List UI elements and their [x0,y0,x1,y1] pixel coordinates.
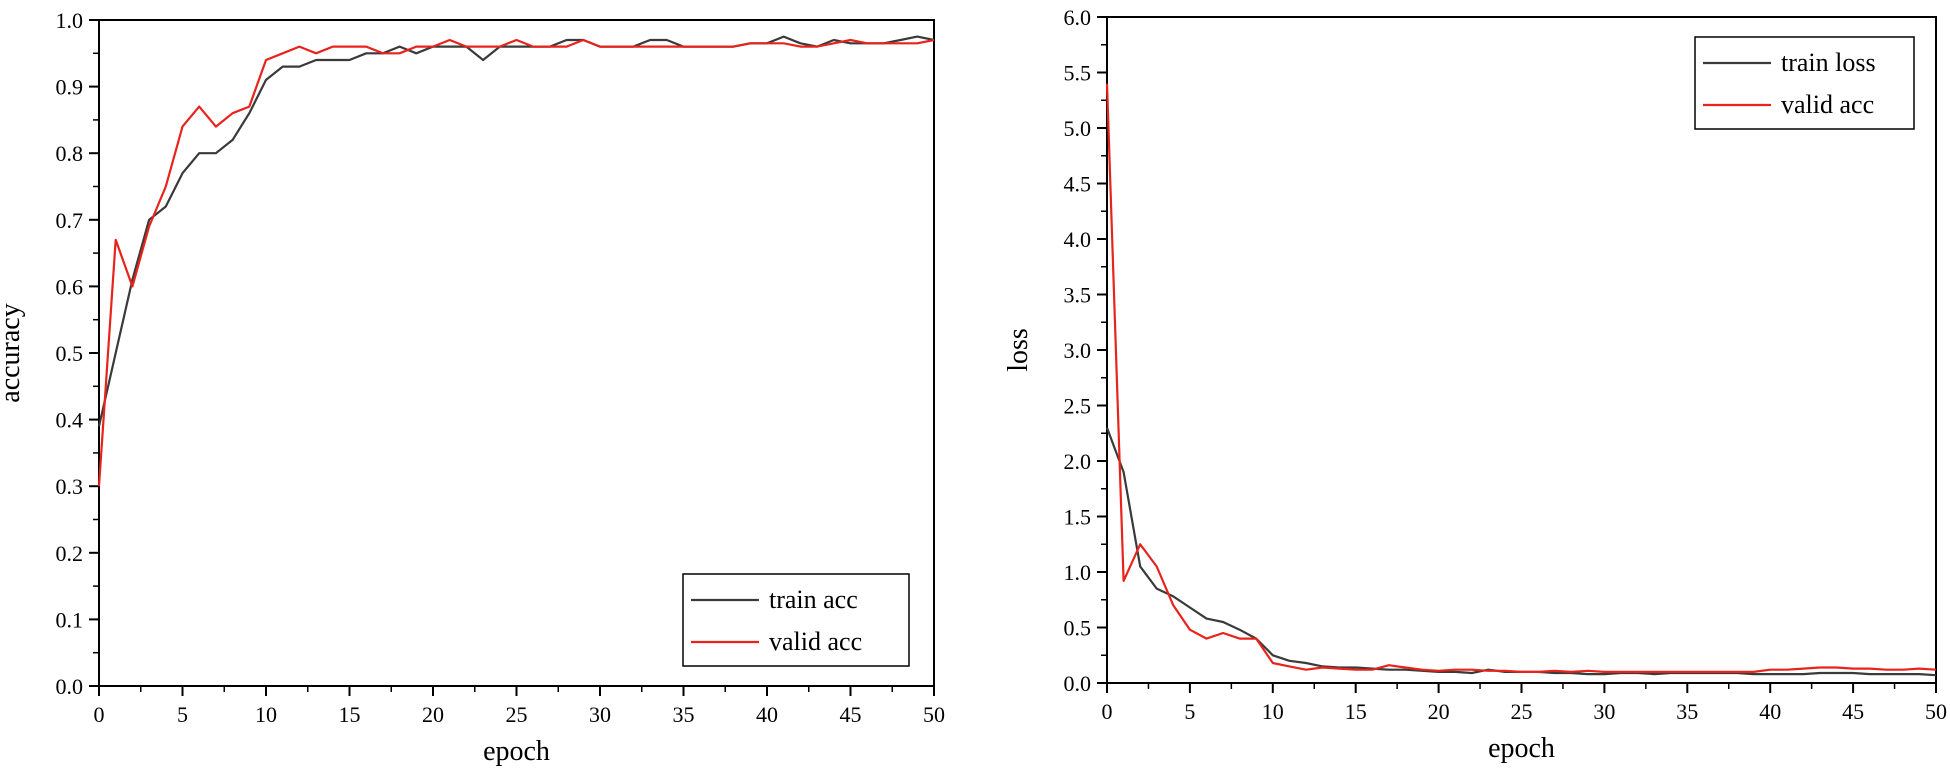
x-axis-title: epoch [1488,733,1555,764]
y-axis-title: accuracy [0,303,26,402]
x-tick-label: 30 [1593,699,1615,724]
y-tick-label: 0.0 [1064,671,1092,696]
y-tick-label: 0.9 [56,75,84,100]
x-tick-label: 20 [1428,699,1450,724]
y-tick-label: 2.5 [1064,394,1092,419]
x-tick-label: 10 [255,702,277,727]
x-tick-label: 35 [1676,699,1698,724]
x-tick-label: 25 [506,702,528,727]
series-line-valid-acc [1105,83,1937,674]
y-tick-label: 0.3 [56,474,84,499]
y-axis-title: loss [1003,328,1034,372]
legend-label: train acc [769,585,858,614]
loss-chart: 0 5 10 15 20 25 30 35 40 45 50 0.0 0.5 1.0 1.5 2.0 2.5 3.… [1003,5,1947,764]
y-tick-label: 0.1 [56,607,84,632]
y-tick-label: 6.0 [1064,5,1092,30]
y-tick-label: 0.0 [56,674,84,699]
y-tick-label: 2.0 [1064,449,1092,474]
series-line-valid-acc [97,38,935,487]
y-tick-label: 0.4 [56,408,84,433]
y-tick-label: 0.5 [56,341,84,366]
y-tick-label: 0.7 [56,208,84,233]
legend-label: train loss [1781,48,1876,77]
y-tick-label: 3.0 [1064,338,1092,363]
x-tick-label: 45 [1842,699,1864,724]
y-tick-label: 0.2 [56,541,84,566]
legend-box [682,573,910,667]
y-tick-label: 5.0 [1064,116,1092,141]
y-tick-label: 5.5 [1064,61,1092,86]
x-tick-label: 10 [1262,699,1284,724]
x-tick-label: 35 [673,702,695,727]
x-tick-label: 45 [840,702,862,727]
legend-label: valid acc [1781,90,1874,119]
x-tick-label: 5 [1184,699,1195,724]
x-tick-label: 20 [422,702,444,727]
series-line-train-acc [97,35,935,427]
series-line-train-loss [1105,427,1937,677]
y-tick-label: 0.8 [56,141,84,166]
y-tick-label: 4.0 [1064,227,1092,252]
x-tick-label: 50 [923,702,945,727]
x-tick-label: 40 [756,702,778,727]
y-tick-label: 1.0 [56,8,84,33]
y-tick-label: 3.5 [1064,283,1092,308]
y-tick-label: 4.5 [1064,172,1092,197]
y-tick-label: 1.0 [1064,560,1092,585]
x-tick-label: 5 [177,702,188,727]
x-tick-label: 40 [1759,699,1781,724]
y-tick-label: 0.5 [1064,616,1092,641]
y-tick-label: 0.6 [56,274,84,299]
y-tick-label: 1.5 [1064,505,1092,530]
x-tick-label: 15 [339,702,361,727]
legend-label: valid acc [769,627,862,656]
accuracy-chart: 0 5 10 15 20 25 30 35 40 45 50 0.0 0.1 0.2 0.3 0.4 0.5 0.… [0,8,945,767]
x-tick-label: 30 [589,702,611,727]
x-tick-label: 50 [1925,699,1947,724]
legend-box [1694,36,1915,130]
x-tick-label: 15 [1345,699,1367,724]
x-axis-title: epoch [483,736,550,767]
x-tick-label: 0 [94,702,105,727]
x-tick-label: 25 [1511,699,1533,724]
x-tick-label: 0 [1102,699,1113,724]
